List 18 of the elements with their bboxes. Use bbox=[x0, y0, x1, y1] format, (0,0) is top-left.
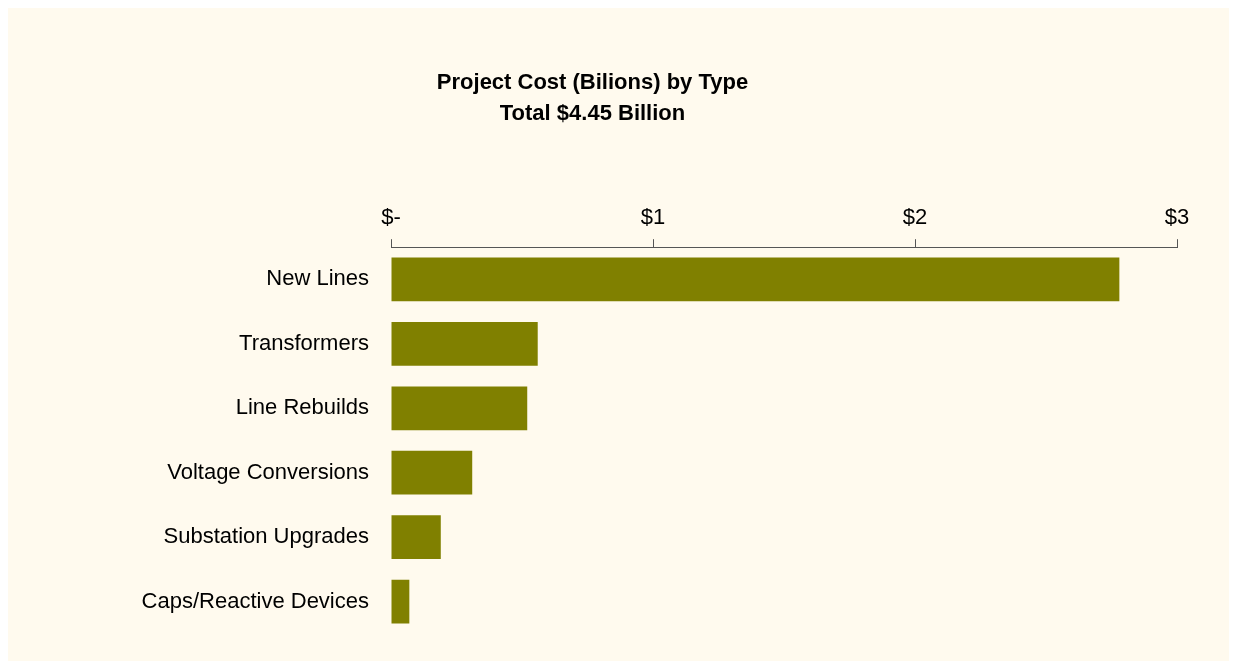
bar bbox=[391, 579, 410, 624]
y-tick-label: Line Rebuilds bbox=[235, 394, 369, 420]
x-tick-label: $- bbox=[381, 204, 401, 230]
bar bbox=[391, 321, 538, 366]
chart-title: Project Cost (Bilions) by Type bbox=[436, 69, 749, 95]
y-tick-label: New Lines bbox=[266, 265, 369, 291]
chart-subtitle: Total $4.45 Billion bbox=[499, 99, 686, 125]
y-tick-label: Caps/Reactive Devices bbox=[141, 587, 369, 613]
bar bbox=[391, 386, 528, 431]
y-tick-label: Transformers bbox=[239, 329, 369, 355]
x-tick-label: $3 bbox=[1164, 204, 1190, 230]
x-tick-label: $1 bbox=[640, 204, 666, 230]
bar bbox=[391, 257, 1120, 302]
bar bbox=[391, 450, 473, 495]
x-tick-label: $2 bbox=[902, 204, 928, 230]
y-tick-label: Voltage Conversions bbox=[167, 458, 369, 484]
bar bbox=[391, 515, 441, 560]
y-tick-label: Substation Upgrades bbox=[163, 523, 369, 549]
